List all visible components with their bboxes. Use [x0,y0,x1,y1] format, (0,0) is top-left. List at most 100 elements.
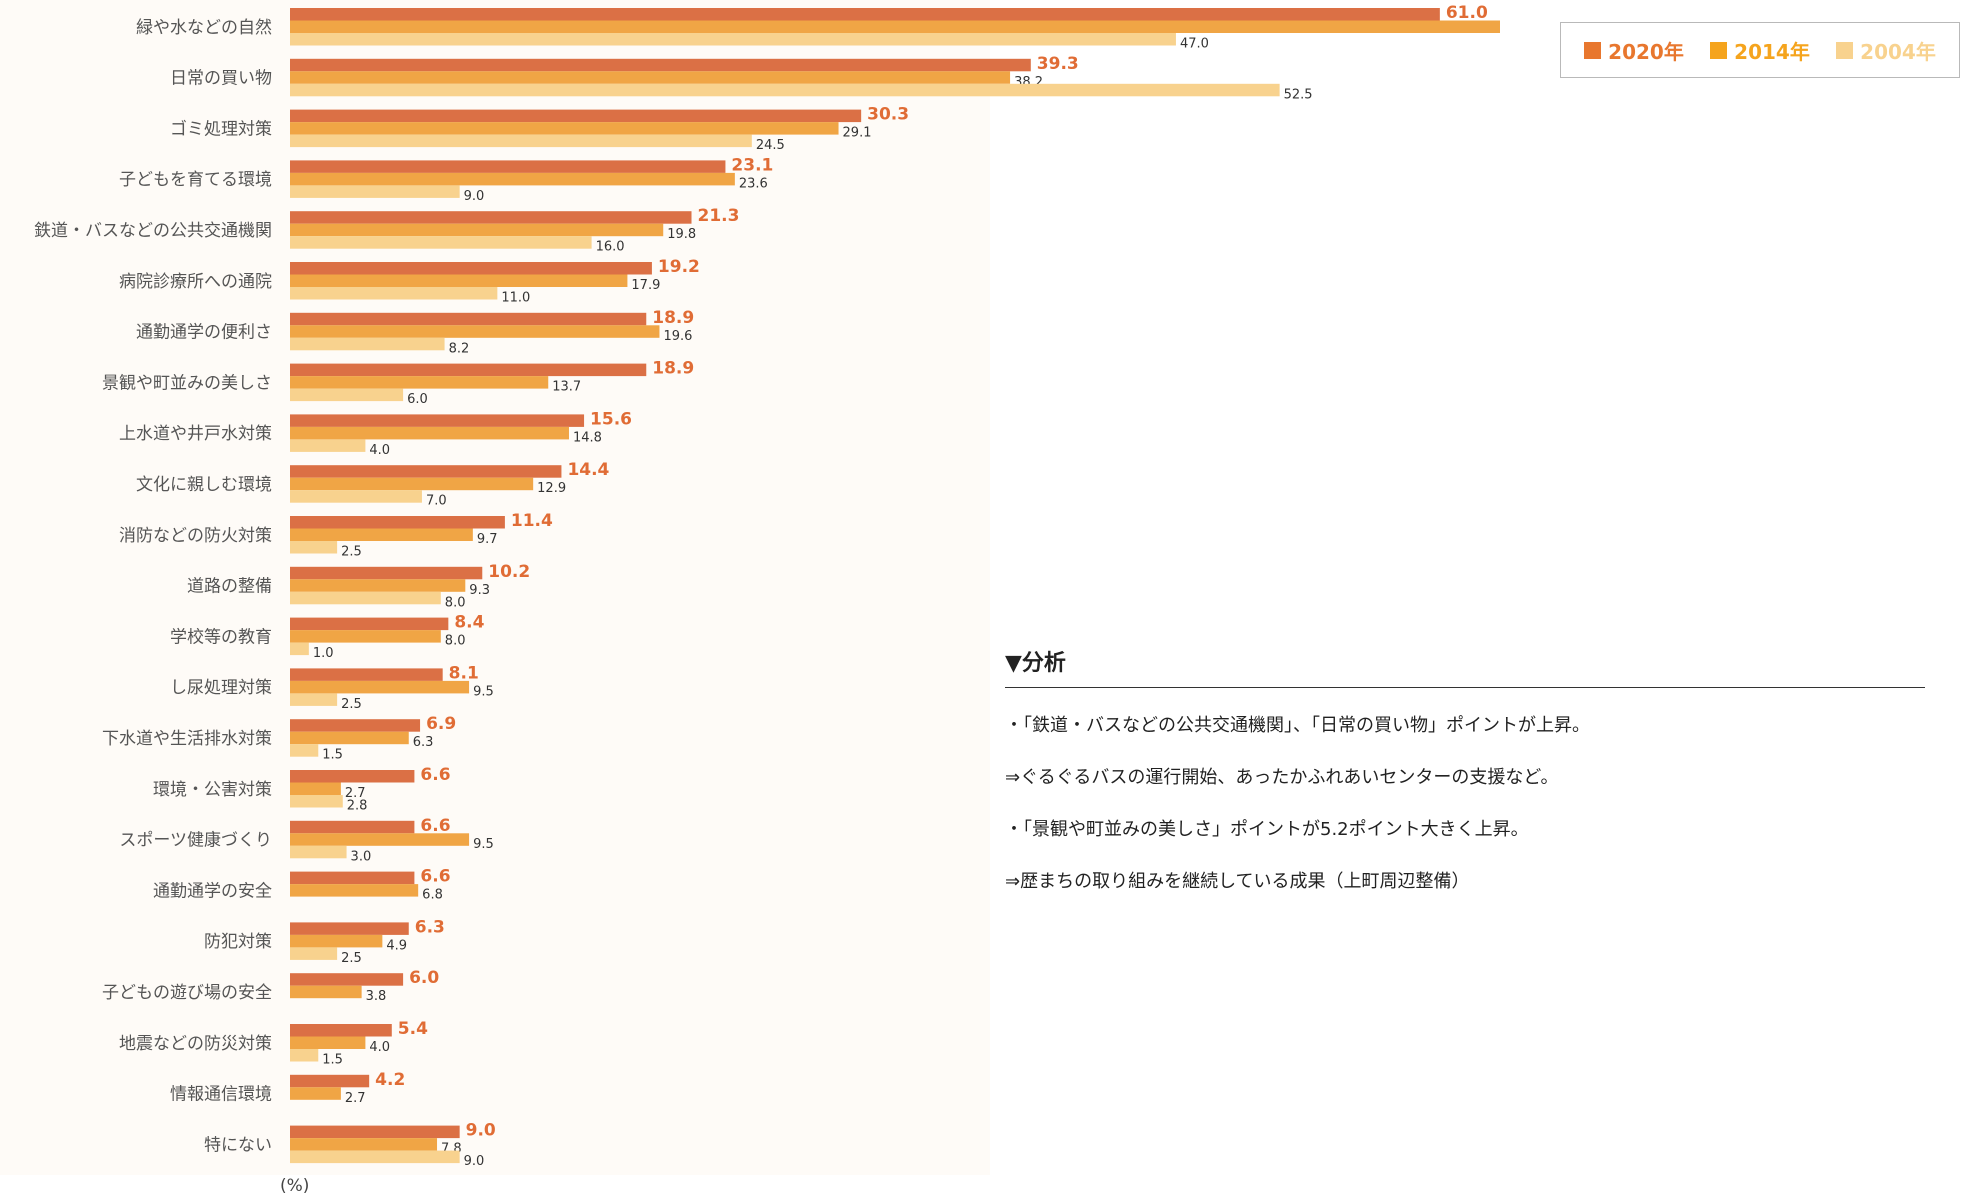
bar [290,8,1440,21]
bar [290,947,338,960]
data-label: 2.5 [341,545,362,560]
data-label: 1.5 [322,748,343,763]
data-label: 19.2 [658,257,700,277]
analysis-lines: ・「鉄道・バスなどの公共交通機関」、「日常の買い物」ポイントが上昇。 ⇒ぐるぐる… [1005,714,1925,922]
category-label: 病院診療所への通院 [119,272,272,292]
bar [290,528,473,541]
legend-swatch-2014 [1710,41,1728,59]
bar [290,262,652,275]
data-label: 9.5 [473,684,494,699]
bar [290,122,839,135]
data-label: 6.0 [409,968,439,988]
bar [290,1150,460,1164]
category-label: 緑や水などの自然 [136,18,272,38]
bar [290,1049,319,1062]
data-label: 6.6 [420,816,450,836]
bar [290,465,562,478]
chart-panel: 緑や水などの自然61.064.347.0日常の買い物39.338.252.5ゴミ… [0,0,1500,1175]
data-label: 4.9 [386,938,407,953]
bar [290,770,415,783]
data-label: 6.0 [407,392,428,407]
data-label: 9.0 [466,1121,496,1141]
data-label: 17.9 [631,278,660,293]
bar [290,312,647,326]
data-label: 14.4 [567,460,609,480]
bar [290,337,445,351]
analysis-line: ⇒歴まちの取り組みを継続している成果（上町周辺整備） [1005,871,1470,892]
bar [290,566,483,580]
data-label: 16.0 [596,240,625,255]
axis-unit-label: (%) [280,1176,310,1196]
category-label: 日常の買い物 [170,69,272,89]
bar [290,795,343,808]
legend-swatch-2004 [1836,41,1854,59]
bar [290,185,460,198]
analysis-title: ▼分析 [1005,645,1925,688]
bar [290,579,466,592]
legend-item-2014: 2014年 [1710,36,1810,65]
data-label: 23.6 [739,176,768,191]
bar [290,668,443,681]
bar [290,363,647,377]
category-label: 道路の整備 [187,577,272,597]
bar [290,439,366,452]
bar [290,719,421,732]
category-label: 環境・公害対策 [153,780,272,800]
category-label: 地震などの防災対策 [119,1034,272,1054]
data-label: 11.4 [511,511,553,531]
data-label: 2.7 [345,1091,366,1106]
data-label: 13.7 [552,380,581,395]
bar [290,287,498,300]
bar [290,414,585,427]
bar [290,58,1031,72]
analysis-panel: ▼分析 ・「鉄道・バスなどの公共交通機関」、「日常の買い物」ポイントが上昇。 ⇒… [1005,645,1925,922]
data-label: 47.0 [1180,37,1209,52]
data-label: 9.0 [464,1154,485,1169]
legend: 2020年 2014年 2004年 [1560,22,1960,78]
data-label: 2.5 [341,951,362,966]
data-label: 6.6 [420,867,450,887]
data-label: 6.8 [422,888,443,903]
data-label: 19.8 [667,227,696,242]
category-label: 情報通信環境 [170,1085,272,1105]
bar [290,617,449,631]
data-label: 18.9 [652,308,694,328]
bar [290,109,862,123]
data-label: 18.9 [652,359,694,379]
analysis-line: ・「鉄道・バスなどの公共交通機関」、「日常の買い物」ポイントが上昇。 [1005,715,1590,736]
analysis-line: ⇒ぐるぐるバスの運行開始、あったかふれあいセンターの支援など。 [1005,767,1559,788]
legend-item-2004: 2004年 [1836,36,1936,65]
data-label: 23.1 [731,155,773,175]
data-label: 10.2 [488,562,530,582]
category-label: 学校等の教育 [170,627,272,647]
bar [290,680,470,694]
bar-chart: 緑や水などの自然61.064.347.0日常の買い物39.338.252.5ゴミ… [34,3,1500,1169]
data-label: 9.7 [477,532,498,547]
bar [290,376,549,389]
data-label: 29.1 [843,126,872,141]
bar [290,71,1011,84]
bar [290,1125,460,1139]
data-label: 2.5 [341,697,362,712]
data-label: 4.0 [369,1040,390,1055]
data-label: 4.2 [375,1070,405,1090]
data-label: 6.9 [426,714,456,734]
bar [290,172,735,186]
bar [290,820,415,834]
data-label: 6.6 [420,765,450,785]
data-label: 24.5 [756,138,785,153]
bar [290,731,409,745]
data-label: 9.0 [464,189,485,204]
category-label: 通勤通学の便利さ [136,323,272,343]
legend-label-2020: 2020年 [1608,39,1684,64]
bar [290,211,692,224]
bar [290,693,338,706]
bar [290,134,752,148]
bar [290,236,592,249]
data-label: 61.0 [1446,3,1488,23]
category-label: 下水道や生活排水対策 [102,729,272,749]
bar [290,20,1500,33]
category-label: 景観や町並みの美しさ [102,373,272,393]
bar [290,1087,341,1100]
bar [290,591,441,605]
